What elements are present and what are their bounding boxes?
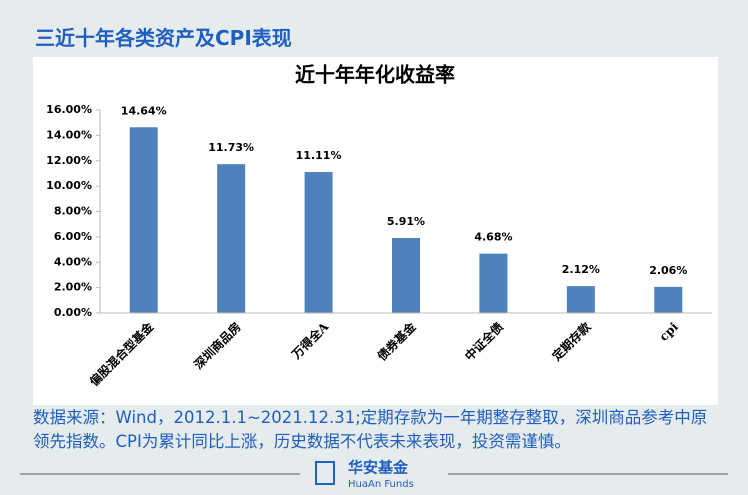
y-tick-label: 16.00%: [46, 103, 92, 116]
logo-cn: 华安基金: [348, 459, 409, 477]
value-label: 11.73%: [208, 141, 254, 154]
value-label: 14.64%: [121, 104, 167, 117]
y-tick-label: 10.00%: [46, 179, 92, 192]
bar: [566, 286, 595, 313]
bar: [304, 172, 333, 313]
logo-en: HuaAn Funds: [348, 479, 414, 490]
bar: [392, 238, 420, 313]
chart-title: 近十年年化收益率: [295, 63, 455, 87]
y-tick-label: 4.00%: [54, 255, 92, 268]
y-tick-label: 6.00%: [54, 230, 92, 243]
bar: [479, 253, 508, 313]
source-note: 数据来源：Wind，2012.1.1~2021.12.31;定期存款为一年期整存…: [33, 408, 708, 451]
value-label: 2.06%: [649, 264, 687, 277]
slide-title: 三近十年各类资产及CPI表现: [35, 26, 292, 50]
value-label: 11.11%: [296, 149, 342, 162]
y-tick-label: 14.00%: [46, 128, 92, 141]
value-label: 2.12%: [562, 263, 600, 276]
y-tick-label: 12.00%: [46, 154, 92, 167]
y-tick-label: 8.00%: [54, 205, 92, 218]
bar: [654, 286, 683, 313]
value-label: 5.91%: [387, 215, 425, 228]
bar: [129, 127, 158, 313]
y-tick-label: 2.00%: [54, 281, 92, 294]
y-tick-label: 0.00%: [54, 306, 92, 319]
value-label: 4.68%: [474, 231, 512, 244]
logo-icon: [315, 461, 335, 485]
bar: [217, 164, 246, 313]
